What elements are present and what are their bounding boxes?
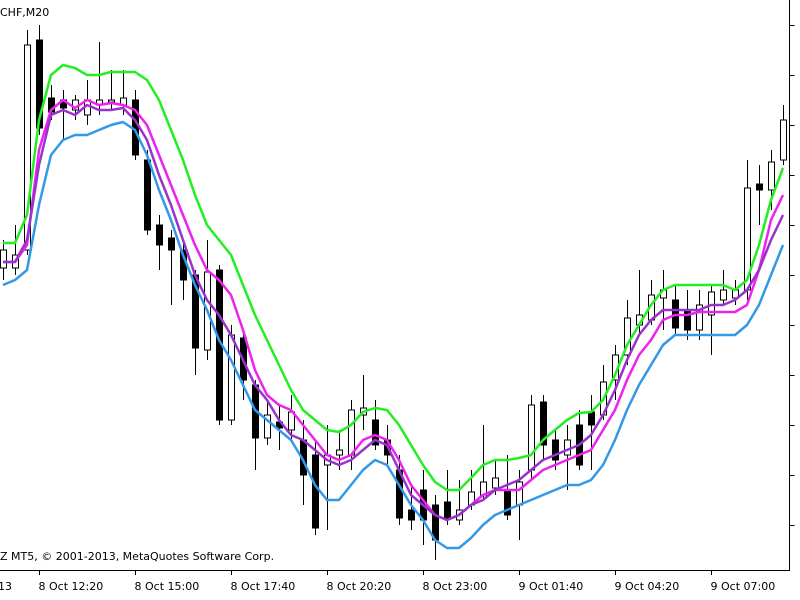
candle-body (564, 439, 571, 456)
candle-body (0, 249, 7, 269)
copyright-footer: Z MT5, © 2001-2013, MetaQuotes Software … (0, 550, 274, 563)
indicator-line (3, 98, 785, 522)
candle-body (312, 454, 319, 529)
x-tick-label: 8 Oct 15:00 (135, 580, 200, 593)
indicator-line (2, 120, 785, 550)
candle-body (444, 501, 451, 519)
candle-body (696, 304, 703, 331)
x-tick-label: 8 Oct 17:40 (231, 580, 296, 593)
candle-body (168, 237, 175, 251)
candle-body (624, 317, 631, 356)
candle-body (228, 334, 235, 421)
indicator-line (3, 63, 785, 492)
candle-body (540, 401, 547, 446)
candle-body (684, 309, 691, 331)
x-tick-label: 13 (0, 580, 12, 593)
candle-body (432, 504, 439, 541)
chart-title: CHF,M20 (0, 6, 49, 19)
candle-body (144, 159, 151, 231)
candle-body (156, 224, 163, 246)
x-tick-label: 9 Oct 04:20 (615, 580, 680, 593)
candle-body (108, 99, 115, 103)
candle-body (780, 119, 787, 161)
candle-body (492, 477, 499, 489)
candle-body (768, 161, 775, 191)
indicator-line (3, 103, 785, 522)
candle-body (408, 509, 415, 521)
candle-body (348, 409, 355, 456)
candle-body (588, 411, 595, 426)
candle-body (708, 291, 715, 316)
candle-body (24, 44, 31, 251)
candle-body (528, 404, 535, 471)
candle-body (372, 419, 379, 446)
candle-body (756, 183, 763, 191)
candle-body (516, 481, 523, 506)
candle-body (336, 449, 343, 456)
plot-area (0, 25, 787, 560)
candle-body (36, 39, 43, 129)
x-tick-label: 8 Oct 23:00 (423, 580, 488, 593)
x-tick-label: 9 Oct 01:40 (519, 580, 584, 593)
x-tick-label: 8 Oct 20:20 (327, 580, 392, 593)
x-tick-label: 8 Oct 12:20 (39, 580, 104, 593)
candle-body (264, 414, 271, 439)
candle-body (552, 439, 559, 461)
candle-body (720, 289, 727, 301)
x-tick-label: 9 Oct 07:00 (711, 580, 776, 593)
